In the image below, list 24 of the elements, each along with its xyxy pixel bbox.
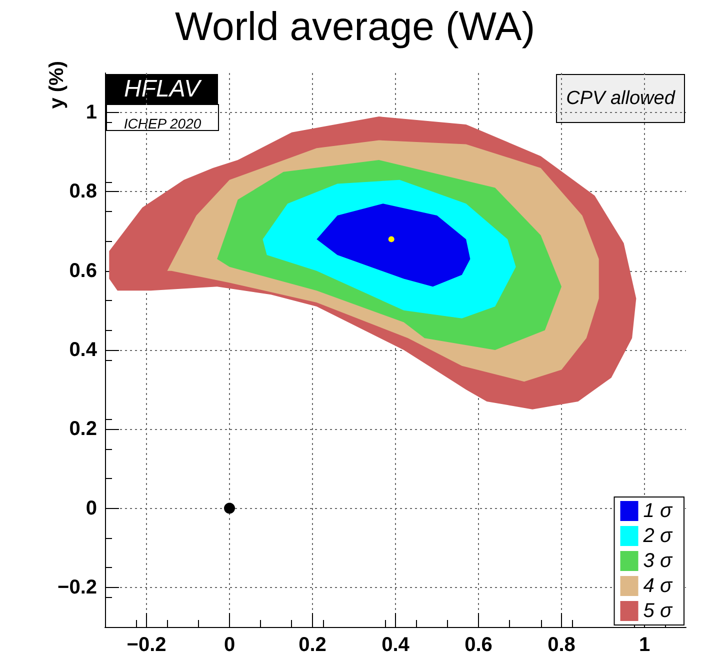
- annotation: HFLAV: [124, 76, 202, 102]
- x-tick-label: −0.2: [126, 634, 166, 656]
- x-tick-label: 0: [224, 634, 236, 656]
- annotation: ICHEP 2020: [124, 116, 202, 132]
- legend-label: 2 σ: [642, 525, 673, 547]
- y-tick-label: 0.2: [69, 418, 97, 440]
- x-tick-label: 1: [638, 634, 650, 656]
- legend-label: 5 σ: [643, 600, 673, 622]
- y-tick-label: 0.8: [69, 180, 97, 203]
- y-tick-label: 0.4: [69, 339, 98, 361]
- x-tick-label: 0.2: [298, 634, 326, 656]
- y-axis-title: y (%): [46, 61, 68, 109]
- x-tick-label: 0.8: [548, 634, 576, 656]
- y-tick-label: −0.2: [58, 576, 97, 598]
- x-tick-label: 0.6: [464, 634, 492, 656]
- chart-title: World average (WA): [174, 5, 536, 49]
- x-tick-label: 0.4: [382, 634, 410, 656]
- y-tick-label: 1: [86, 102, 97, 124]
- legend-label: 3 σ: [643, 550, 673, 572]
- legend-label: 4 σ: [643, 575, 673, 597]
- y-tick-label: 0: [86, 497, 97, 520]
- legend-label: 1 σ: [643, 500, 673, 522]
- annotation: CPV allowed: [566, 88, 676, 109]
- y-tick-label: 0.6: [69, 260, 97, 282]
